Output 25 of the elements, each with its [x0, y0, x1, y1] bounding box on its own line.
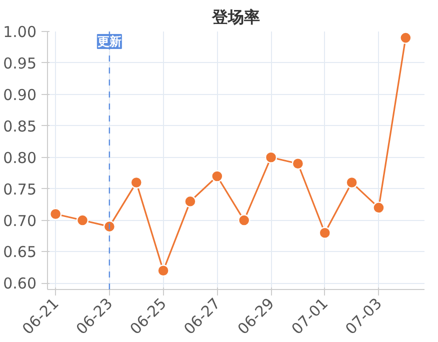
point: [292, 158, 304, 170]
point: [103, 220, 116, 233]
y-tick-label: 0.85: [3, 117, 37, 136]
point: [372, 202, 385, 214]
point: [157, 264, 170, 277]
y-tick-label: 0.60: [3, 274, 37, 293]
point: [400, 32, 412, 44]
chart-title: 登场率: [211, 8, 260, 26]
y-tick-label: 0.70: [3, 212, 37, 230]
point: [76, 214, 89, 226]
y-tick-label: 0.80: [3, 148, 37, 167]
y-tick-label: 0.95: [3, 54, 37, 72]
y-tick-label: 1.00: [3, 23, 37, 41]
y-tick-label: 0.65: [3, 243, 37, 262]
y-tick-label: 0.75: [3, 180, 37, 198]
point: [346, 176, 358, 189]
point: [238, 214, 250, 226]
y-tick-label: 0.90: [3, 86, 37, 104]
point: [49, 208, 62, 220]
point: [211, 170, 224, 182]
point: [264, 151, 278, 164]
point: [318, 226, 331, 239]
point: [130, 176, 142, 189]
ref-line-label: 更新: [97, 34, 122, 48]
point: [184, 195, 196, 208]
